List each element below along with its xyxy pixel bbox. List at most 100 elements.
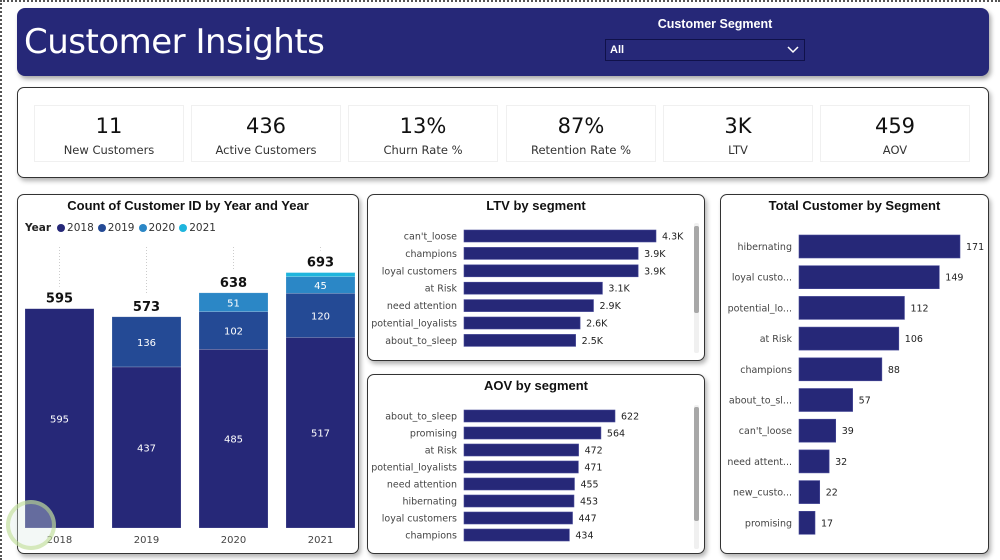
category-label: champions <box>405 249 457 260</box>
bar-value-label: 57 <box>859 396 871 407</box>
segment-slicer-value: All <box>610 44 625 56</box>
bar-value-label: 434 <box>575 531 593 542</box>
category-label: at Risk <box>425 446 458 457</box>
bar-at Risk[interactable] <box>463 443 579 457</box>
bar-value-label: 3.1K <box>608 284 630 295</box>
bar-hibernating[interactable] <box>798 234 961 259</box>
kpi-card-active-customers[interactable]: 436 Active Customers <box>191 105 341 162</box>
legend-dot-icon <box>57 224 66 232</box>
kpi-label: Churn Rate % <box>383 143 463 157</box>
kpi-label: Retention Rate % <box>530 143 632 157</box>
bar-value-label: 622 <box>621 412 639 423</box>
bar-new_custo...[interactable] <box>798 480 821 504</box>
aov-scrollbar-thumb[interactable] <box>694 407 699 521</box>
category-label: champions <box>740 365 792 376</box>
bar-value-label: 453 <box>580 497 598 508</box>
x-tick-label: 2019 <box>134 535 159 546</box>
legend-dot-icon <box>97 224 106 232</box>
bar-value-label: 88 <box>888 365 900 376</box>
x-tick-label: 2020 <box>221 535 246 546</box>
bar-champions[interactable] <box>798 357 883 382</box>
bar-about_to_sl...[interactable] <box>798 388 853 412</box>
kpi-value: 459 <box>874 114 916 138</box>
kpi-card-churn-rate[interactable]: 13% Churn Rate % <box>348 105 498 162</box>
kpi-card-retention-rate[interactable]: 87% Retention Rate % <box>506 105 656 162</box>
bar-can't_loose[interactable] <box>463 229 657 243</box>
bar-about_to_sleep[interactable] <box>463 334 576 347</box>
ltv-scrollbar-thumb[interactable] <box>694 226 699 313</box>
category-label: promising <box>745 518 792 529</box>
category-label: potential_loyalists <box>371 463 457 474</box>
bar-at Risk[interactable] <box>798 326 900 351</box>
chart-legend: Year 2018 2019 2020 2021 <box>25 222 220 234</box>
stacked-column-plot: 595 595 2018 437 136 573 2019 485 102 51 638 2020 51… <box>24 247 356 546</box>
category-label: about_to_sleep <box>385 336 457 347</box>
ltv-scrollbar[interactable] <box>694 223 699 353</box>
segment-value-label: 517 <box>311 429 330 440</box>
stacked-bar-segment-2018-2018[interactable] <box>24 308 95 529</box>
bar-champions[interactable] <box>463 247 639 260</box>
bar-potential_loyalists[interactable] <box>463 460 579 474</box>
stacked-bar-segment-2019-2019[interactable] <box>111 316 182 368</box>
bar-champions[interactable] <box>463 528 570 542</box>
kpi-card-new-customers[interactable]: 11 New Customers <box>34 105 184 162</box>
legend-item-2019[interactable]: 2019 <box>97 222 135 234</box>
stacked-bar-segment-2020-2018[interactable] <box>198 348 269 529</box>
bar-promising[interactable] <box>463 426 602 440</box>
bar-loyal custo...[interactable] <box>798 265 940 289</box>
bar-value-label: 447 <box>579 514 597 525</box>
chart-title: LTV by segment <box>486 198 586 213</box>
ltv-bar-plot: can't_loose 4.3K champions 3.9K loyal custom… <box>371 229 684 347</box>
bar-potential_lo...[interactable] <box>798 296 905 320</box>
category-label: promising <box>410 429 457 440</box>
bar-about_to_sleep[interactable] <box>463 409 616 423</box>
bar-need attent...[interactable] <box>798 449 830 474</box>
legend-dot-icon <box>138 224 147 232</box>
kpi-value: 436 <box>245 114 287 138</box>
bar-potential_loyalists[interactable] <box>463 316 581 330</box>
kpi-panel: 11 New Customers 436 Active Customers 13… <box>17 87 989 178</box>
segment-value-label: 120 <box>311 311 330 322</box>
kpi-value: 3K <box>724 114 752 138</box>
kpi-card-ltv[interactable]: 3K LTV <box>663 105 813 162</box>
category-label: can't_loose <box>739 426 792 437</box>
legend-title: Year <box>25 222 52 234</box>
legend-item-2020[interactable]: 2020 <box>138 222 175 234</box>
bar-loyal customers[interactable] <box>463 511 573 525</box>
bar-need attention[interactable] <box>463 299 594 312</box>
aov-bar-plot: about_to_sleep 622 promising 564 at Risk 472 p… <box>371 409 639 542</box>
bar-can't_loose[interactable] <box>798 418 837 443</box>
segment-value-label: 45 <box>314 281 327 292</box>
bar-at Risk[interactable] <box>463 281 603 295</box>
aov-scrollbar[interactable] <box>694 405 699 549</box>
stacked-bar-segment-2021-2021[interactable] <box>285 272 356 277</box>
x-tick-label: 2018 <box>47 535 72 546</box>
chevron-down-icon[interactable] <box>786 42 800 56</box>
legend-item-2018[interactable]: 2018 <box>57 222 94 234</box>
bar-promising[interactable] <box>798 510 816 535</box>
stacked-bar-segment-2021-2018[interactable] <box>285 337 356 529</box>
stacked-bar-segment-2020-2019[interactable] <box>198 311 269 350</box>
stacked-bar-segment-2020-2020[interactable] <box>198 292 269 312</box>
customers-by-year-chart: Count of Customer ID by Year and Year Ye… <box>17 194 359 554</box>
kpi-card-aov[interactable]: 459 AOV <box>820 105 970 162</box>
stacked-bar-segment-2021-2019[interactable] <box>285 292 356 338</box>
bar-value-label: 17 <box>821 518 833 529</box>
ltv-by-segment-chart: LTV by segment can't_loose 4.3K champions 3… <box>367 194 705 361</box>
category-label: need attention <box>387 480 457 491</box>
category-label: loyal customers <box>382 514 457 525</box>
bar-loyal customers[interactable] <box>463 264 639 278</box>
legend-item-2021[interactable]: 2021 <box>179 222 216 234</box>
total-value-label: 573 <box>133 300 160 315</box>
category-label: potential_lo... <box>728 303 792 314</box>
bar-value-label: 106 <box>905 334 923 345</box>
stacked-bar-segment-2019-2018[interactable] <box>111 366 182 529</box>
bar-value-label: 149 <box>945 273 963 284</box>
total-customer-bar-plot: hibernating 171 loyal custo... 149 potential… <box>727 234 984 535</box>
segment-value-label: 485 <box>224 435 243 446</box>
kpi-label: AOV <box>882 143 908 157</box>
bar-need attention[interactable] <box>463 477 575 491</box>
bar-hibernating[interactable] <box>463 494 575 508</box>
kpi-value: 87% <box>557 114 605 138</box>
segment-slicer-dropdown[interactable]: All <box>605 39 805 61</box>
